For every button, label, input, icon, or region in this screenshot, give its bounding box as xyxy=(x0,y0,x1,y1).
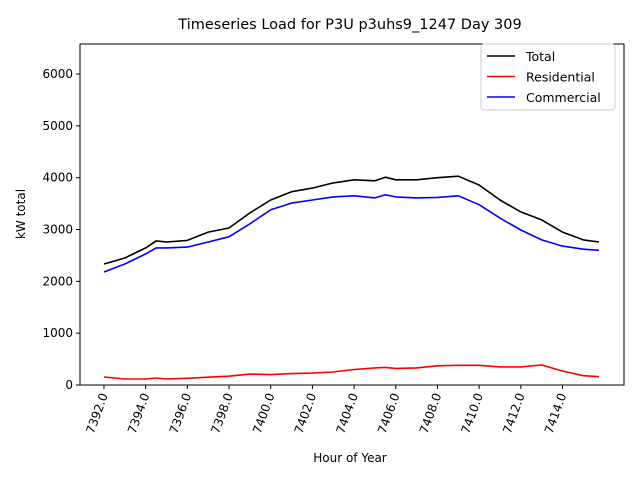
y-axis-label: kW total xyxy=(14,189,28,239)
y-tick-label: 5000 xyxy=(42,119,73,133)
y-tick-label: 2000 xyxy=(42,274,73,288)
x-tick-label: 7402.0 xyxy=(292,391,320,435)
y-tick-label: 3000 xyxy=(42,223,73,237)
x-tick-label: 7410.0 xyxy=(458,391,486,435)
x-tick-label: 7394.0 xyxy=(125,391,153,435)
x-tick-label: 7412.0 xyxy=(500,391,528,435)
axes-frame xyxy=(79,43,625,386)
legend-box xyxy=(480,43,616,111)
legend-label-total: Total xyxy=(525,49,555,64)
chart-title: Timeseries Load for P3U p3uhs9_1247 Day … xyxy=(177,17,521,33)
plot-area xyxy=(103,175,600,380)
series-line-commercial xyxy=(103,194,600,273)
legend-label-commercial: Commercial xyxy=(526,90,601,105)
legend: Total Residential Commercial xyxy=(480,43,616,111)
x-tick-label: 7414.0 xyxy=(542,391,570,435)
x-tick-label: 7406.0 xyxy=(375,391,403,435)
x-tick-label: 7392.0 xyxy=(83,391,111,435)
legend-label-residential: Residential xyxy=(526,70,595,85)
series-line-residential xyxy=(103,364,600,380)
x-tick-label: 7404.0 xyxy=(333,391,361,435)
y-tick-label: 0 xyxy=(65,378,73,392)
y-tick-label: 1000 xyxy=(42,326,73,340)
x-tick-label: 7408.0 xyxy=(417,391,445,435)
x-tick-label: 7398.0 xyxy=(208,391,236,435)
y-tick-label: 4000 xyxy=(42,171,73,185)
series-line-total xyxy=(103,175,600,265)
y-tick-label: 6000 xyxy=(42,67,73,81)
x-axis-label: Hour of Year xyxy=(313,451,387,465)
x-tick-label: 7396.0 xyxy=(167,391,195,435)
x-tick-label: 7400.0 xyxy=(250,391,278,435)
